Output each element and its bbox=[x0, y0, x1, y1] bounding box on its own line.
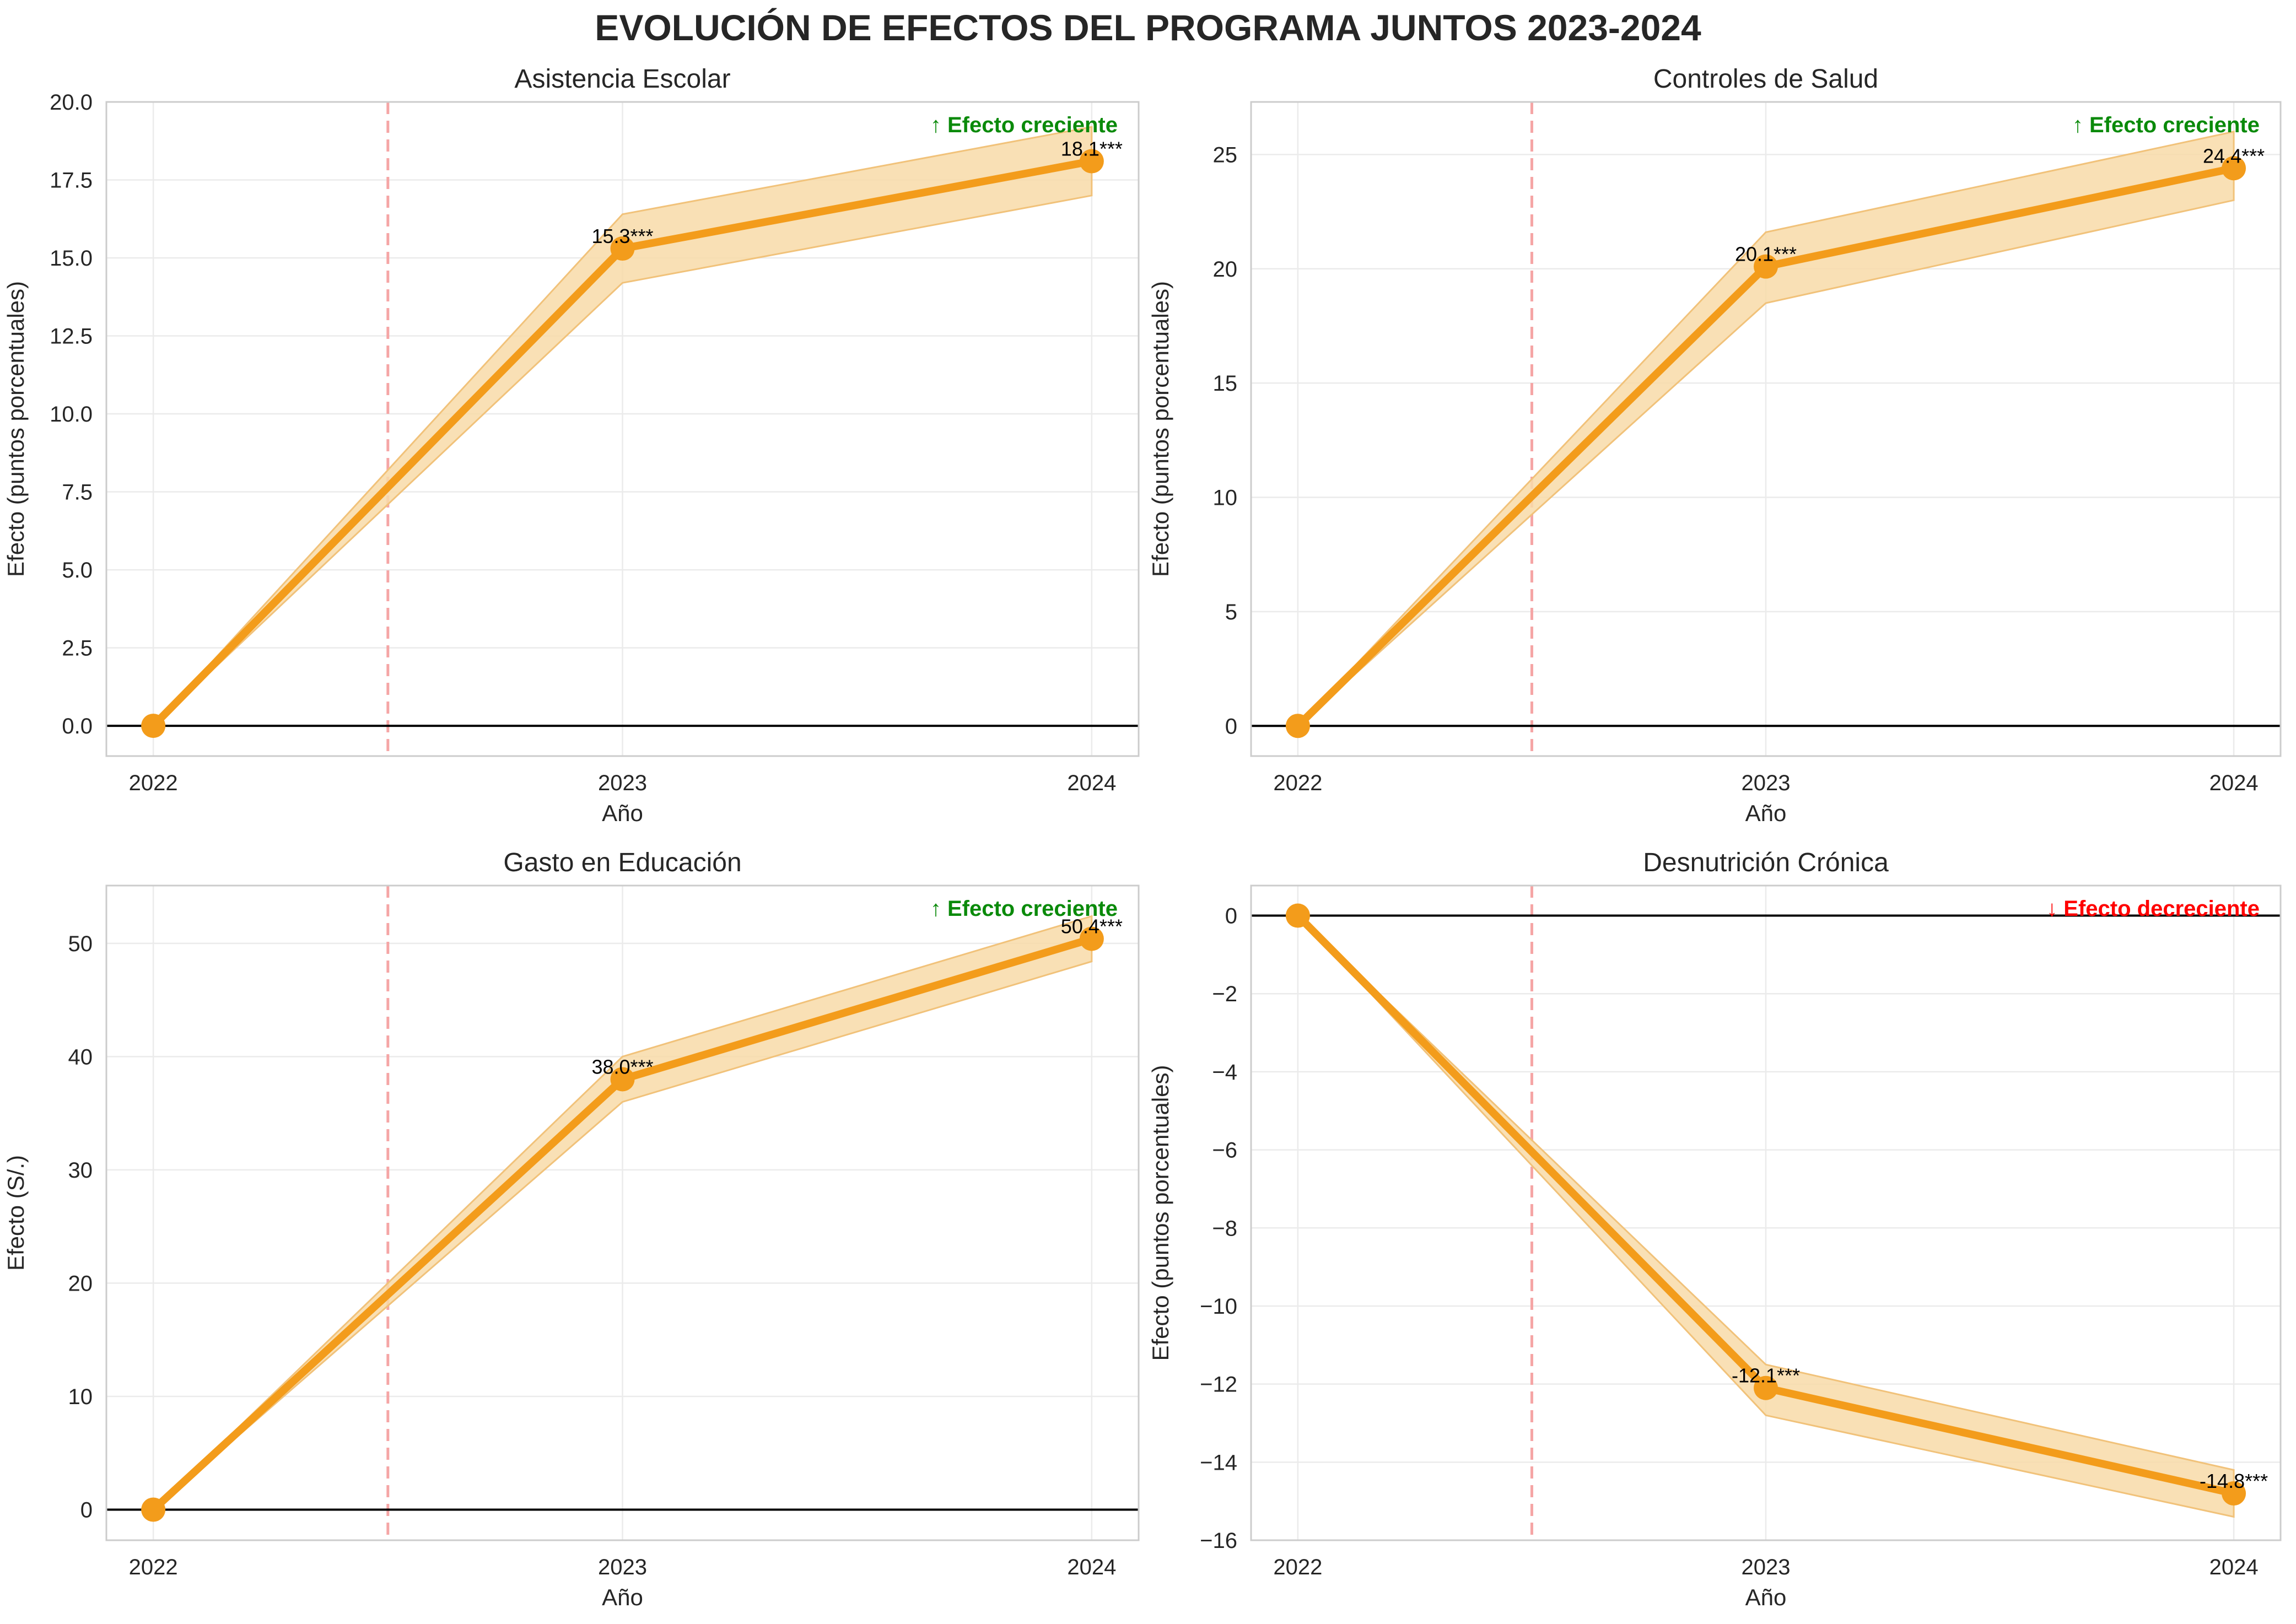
x-axis-label: Año bbox=[1745, 800, 1787, 826]
x-tick-label: 2023 bbox=[598, 771, 647, 795]
trend-annotation: ↓ Efecto decreciente bbox=[2046, 897, 2260, 921]
y-tick-label: 20 bbox=[1213, 257, 1238, 282]
y-tick-label: 17.5 bbox=[50, 169, 93, 193]
data-label: 50.4*** bbox=[1061, 915, 1123, 938]
x-tick-label: 2023 bbox=[1742, 771, 1791, 795]
subplot-1: 15.3*** 18.1*** 0.0 2.5 5.0 7.5 10.0 12.5 15.0 17… bbox=[3, 64, 1140, 826]
subplot-title: Desnutrición Crónica bbox=[1643, 848, 1889, 877]
subplot-title: Asistencia Escolar bbox=[514, 64, 730, 94]
data-label: 15.3*** bbox=[591, 225, 653, 247]
x-tick-label: 2022 bbox=[129, 1555, 178, 1579]
y-tick-label: 5 bbox=[1225, 600, 1237, 624]
y-tick-label: 40 bbox=[68, 1045, 93, 1069]
y-tick-label: 20 bbox=[68, 1271, 93, 1296]
y-tick-label: 7.5 bbox=[62, 481, 93, 505]
y-axis-label: Efecto (puntos porcentuales) bbox=[3, 281, 29, 577]
data-label: 20.1*** bbox=[1735, 243, 1797, 266]
data-point bbox=[1285, 714, 1310, 738]
y-tick-label: 0 bbox=[1225, 714, 1237, 738]
y-tick-label: 0 bbox=[1225, 904, 1237, 929]
data-point bbox=[610, 236, 635, 261]
data-point bbox=[141, 1497, 166, 1522]
y-tick-label: −16 bbox=[1200, 1529, 1237, 1553]
data-point bbox=[1754, 254, 1778, 279]
data-point bbox=[1079, 149, 1104, 174]
y-tick-label: 15 bbox=[1213, 371, 1238, 396]
y-tick-label: −10 bbox=[1200, 1294, 1237, 1319]
data-point bbox=[1285, 903, 1310, 928]
trend-annotation: ↑ Efecto creciente bbox=[930, 113, 1118, 137]
x-tick-label: 2023 bbox=[598, 1555, 647, 1579]
y-tick-label: 5.0 bbox=[62, 558, 93, 582]
y-tick-label: −4 bbox=[1212, 1060, 1237, 1085]
y-tick-label: −14 bbox=[1200, 1450, 1237, 1475]
x-tick-label: 2023 bbox=[1742, 1555, 1791, 1579]
data-point bbox=[1079, 926, 1104, 951]
data-label: 38.0*** bbox=[591, 1055, 653, 1078]
x-tick-label: 2022 bbox=[1273, 1555, 1322, 1579]
y-tick-label: 12.5 bbox=[50, 325, 93, 349]
subplot-4: -12.1*** -14.8*** 0 −2 −4 −6 −8 −10 −12 −14 −16 202… bbox=[1147, 848, 2282, 1610]
y-tick-label: 10.0 bbox=[50, 402, 93, 427]
y-tick-label: 0 bbox=[80, 1498, 93, 1523]
x-axis-label: Año bbox=[602, 1584, 643, 1610]
y-tick-label: 30 bbox=[68, 1158, 93, 1183]
subplot-2: 20.1*** 24.4*** 0 5 10 15 20 25 2022 2023 2024 Año E… bbox=[1147, 64, 2282, 826]
y-tick-label: −8 bbox=[1212, 1216, 1237, 1240]
y-tick-label: 10 bbox=[1213, 486, 1238, 510]
data-point bbox=[141, 714, 166, 738]
data-point bbox=[2222, 156, 2246, 181]
data-point bbox=[1754, 1375, 1778, 1400]
trend-annotation: ↑ Efecto creciente bbox=[930, 897, 1118, 921]
data-label: -12.1*** bbox=[1732, 1364, 1800, 1387]
data-label: 18.1*** bbox=[1061, 138, 1123, 160]
data-point bbox=[610, 1067, 635, 1092]
y-tick-label: −2 bbox=[1212, 982, 1237, 1006]
y-tick-label: 2.5 bbox=[62, 636, 93, 661]
y-tick-label: −12 bbox=[1200, 1373, 1237, 1397]
trend-annotation: ↑ Efecto creciente bbox=[2072, 113, 2260, 137]
data-point bbox=[2222, 1481, 2246, 1506]
y-tick-label: 25 bbox=[1213, 143, 1238, 167]
axes-frame bbox=[105, 884, 1140, 1541]
x-tick-label: 2022 bbox=[1273, 771, 1322, 795]
y-axis-label: Efecto (puntos porcentuales) bbox=[1147, 1065, 1173, 1361]
data-label: -14.8*** bbox=[2200, 1470, 2268, 1492]
axes-frame bbox=[1250, 101, 2282, 757]
y-tick-label: −6 bbox=[1212, 1139, 1237, 1163]
y-tick-label: 10 bbox=[68, 1385, 93, 1409]
y-axis-label: Efecto (S/.) bbox=[3, 1155, 29, 1271]
x-tick-label: 2024 bbox=[2209, 771, 2259, 795]
x-tick-label: 2022 bbox=[129, 771, 178, 795]
subplot-title: Controles de Salud bbox=[1653, 64, 1878, 94]
y-tick-label: 20.0 bbox=[50, 90, 93, 115]
x-tick-label: 2024 bbox=[1067, 1555, 1116, 1579]
data-label: 24.4*** bbox=[2203, 144, 2265, 167]
y-axis-label: Efecto (puntos porcentuales) bbox=[1147, 281, 1173, 577]
subplot-3: 38.0*** 50.4*** 0 10 20 30 40 50 2022 2023 2024 Año… bbox=[3, 848, 1140, 1610]
subplot-title: Gasto en Educación bbox=[503, 848, 741, 877]
x-axis-label: Año bbox=[602, 800, 643, 826]
y-tick-label: 15.0 bbox=[50, 246, 93, 271]
y-tick-label: 50 bbox=[68, 932, 93, 956]
x-tick-label: 2024 bbox=[1067, 771, 1116, 795]
y-tick-label: 0.0 bbox=[62, 714, 93, 738]
x-tick-label: 2024 bbox=[2209, 1555, 2259, 1579]
figure-title: EVOLUCIÓN DE EFECTOS DEL PROGRAMA JUNTOS… bbox=[595, 7, 1701, 48]
x-axis-label: Año bbox=[1745, 1584, 1787, 1610]
axes-frame bbox=[105, 101, 1140, 757]
axes-frame bbox=[1250, 884, 2282, 1541]
